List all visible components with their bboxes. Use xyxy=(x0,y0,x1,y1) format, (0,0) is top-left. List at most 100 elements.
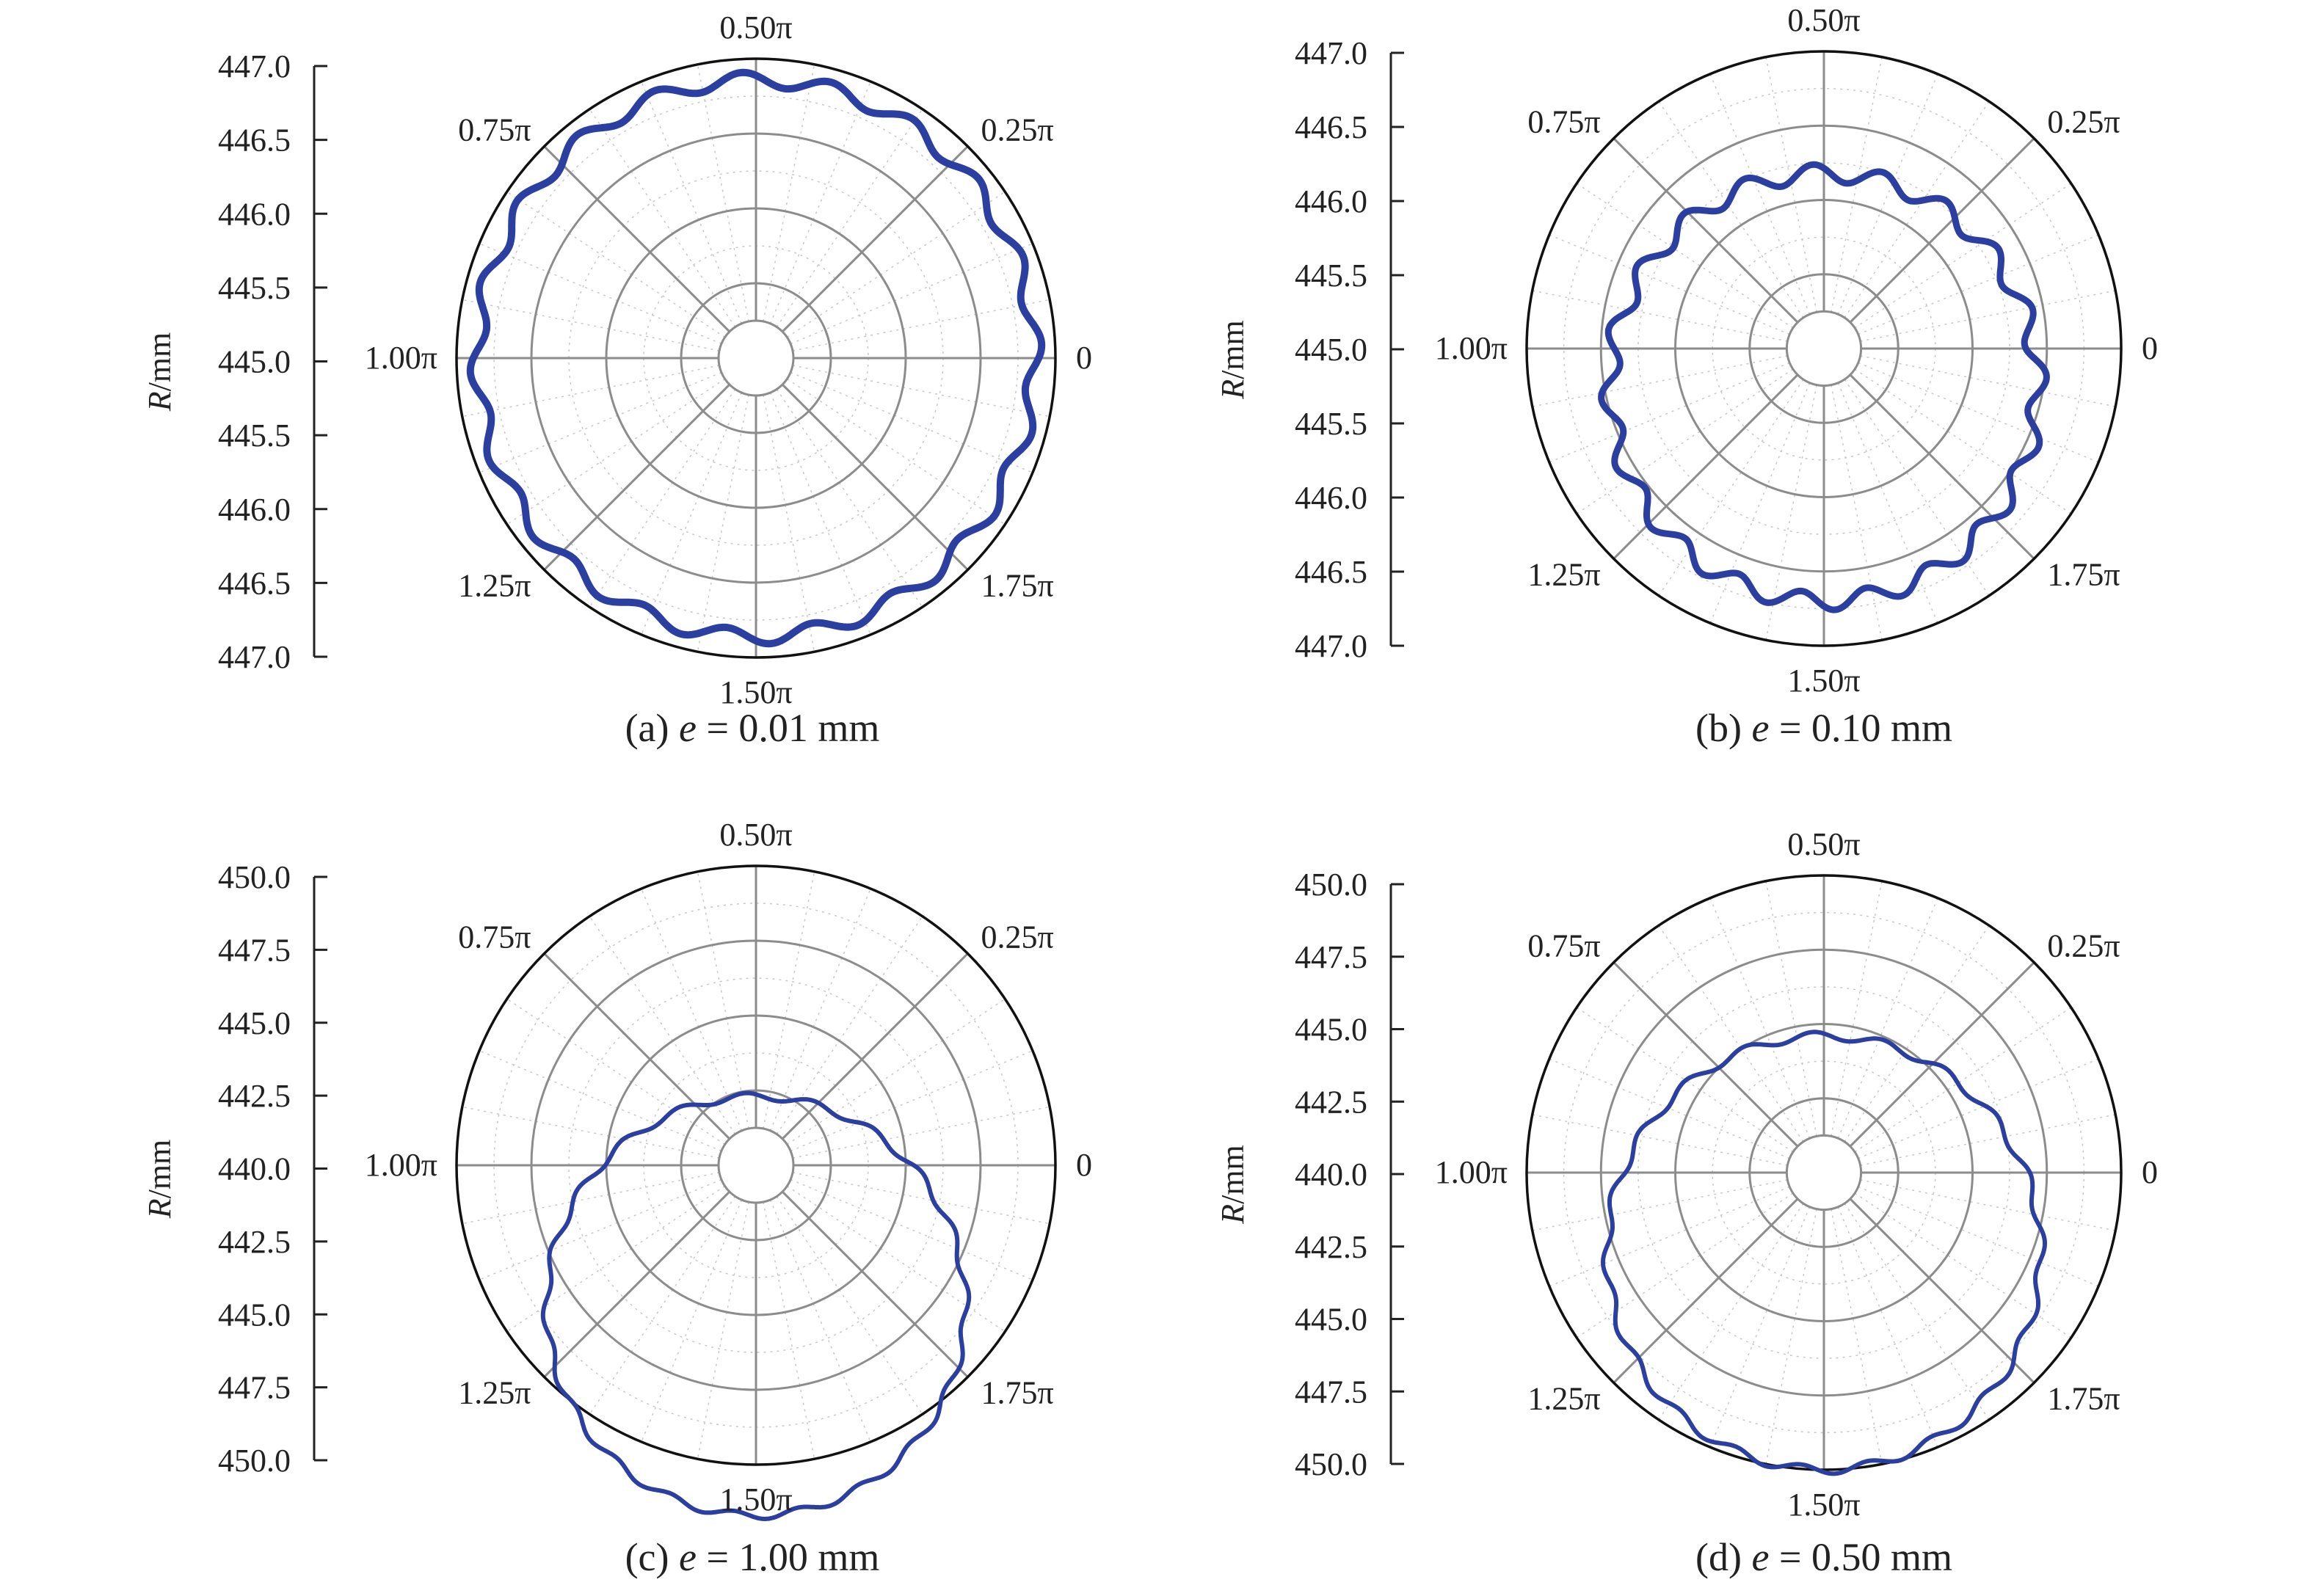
radial-tick-label: 446.5 xyxy=(218,123,291,158)
minor-grid-spoke xyxy=(769,392,871,635)
radial-tick-label: 447.5 xyxy=(1295,939,1367,975)
angle-tick-label: 1.50π xyxy=(719,674,792,710)
y-axis-label: R/mm xyxy=(1215,320,1251,400)
radial-tick-label: 445.0 xyxy=(1295,1302,1367,1338)
angle-tick-label: 1.25π xyxy=(1527,1380,1600,1416)
angle-tick-label: 0.25π xyxy=(2047,104,2120,140)
major-grid-ring xyxy=(1785,1134,1863,1211)
angle-tick-label: 1.50π xyxy=(1787,1487,1860,1523)
minor-grid-spoke xyxy=(589,109,736,328)
radial-tick-label: 445.5 xyxy=(218,270,291,306)
radial-tick-label: 442.5 xyxy=(1295,1084,1367,1120)
angle-tick-label: 0 xyxy=(2142,330,2158,366)
y-axis-label: R/mm xyxy=(1215,1145,1251,1225)
angle-tick-label: 1.75π xyxy=(2047,1380,2120,1416)
angle-tick-label: 0 xyxy=(1076,340,1092,376)
minor-grid-spoke xyxy=(1837,382,1938,624)
angle-tick-label: 1.25π xyxy=(458,1374,531,1410)
minor-grid-spoke xyxy=(1837,73,1938,315)
caption-value: = 0.10 mm xyxy=(1769,706,1952,750)
major-grid-spoke xyxy=(782,952,969,1140)
angle-tick-label: 0.50π xyxy=(1787,826,1860,862)
caption-variable: e xyxy=(1752,1535,1770,1579)
major-grid-spoke xyxy=(1613,1198,1799,1384)
minor-grid-spoke xyxy=(792,1172,1050,1225)
radial-tick-label: 450.0 xyxy=(1295,867,1367,903)
radial-tick-label: 447.0 xyxy=(1295,35,1367,71)
angle-tick-label: 1.50π xyxy=(1787,663,1860,699)
angle-tick-label: 1.75π xyxy=(2047,556,2120,592)
major-grid-spoke xyxy=(543,952,730,1140)
panel-b: 0 0.25π 0.50π 0.75π 1.00π 1.25π 1.50π 1.75π 447.… xyxy=(1215,2,2158,750)
y-axis-label: R/mm xyxy=(142,332,178,412)
caption-prefix: (b) xyxy=(1695,706,1751,750)
radial-tick-label: 445.0 xyxy=(218,344,291,380)
outer-ring xyxy=(455,57,1057,659)
angle-tick-label: 0.25π xyxy=(2047,928,2120,964)
panel-caption: (a) e = 0.01 mm xyxy=(625,706,880,750)
radial-tick-label: 446.5 xyxy=(218,565,291,601)
minor-grid-spoke xyxy=(763,394,815,652)
minor-grid-spoke xyxy=(462,365,720,418)
minor-grid-spoke xyxy=(776,109,923,328)
outer-ring xyxy=(1525,874,2123,1471)
radial-tick-label: 445.0 xyxy=(1295,1012,1367,1048)
minor-grid-spoke xyxy=(1709,897,1811,1139)
minor-grid-spoke xyxy=(641,81,743,324)
panel-caption: (b) e = 0.10 mm xyxy=(1695,706,1952,750)
radial-tick-label: 446.0 xyxy=(1295,480,1367,516)
y-axis-label-unit: /mm xyxy=(142,1140,178,1199)
major-grid-spoke xyxy=(782,145,969,332)
minor-grid-spoke xyxy=(776,388,923,608)
angle-tick-label: 0 xyxy=(2142,1154,2158,1190)
minor-grid-spoke xyxy=(479,243,722,345)
minor-grid-spoke xyxy=(589,916,736,1135)
minor-grid-spoke xyxy=(1837,897,1938,1139)
radial-tick-label: 447.0 xyxy=(218,639,291,675)
y-axis-label-var: R xyxy=(142,1198,178,1219)
angle-tick-label: 0.50π xyxy=(1787,2,1860,38)
minor-grid-spoke xyxy=(1854,1007,2072,1153)
panel-c: 0 0.25π 0.50π 0.75π 1.00π 1.25π 1.50π 1.75π 450.… xyxy=(142,817,1092,1579)
caption-value: = 0.01 mm xyxy=(697,706,879,750)
angle-tick-label: 0.75π xyxy=(1527,104,1600,140)
angle-tick-label: 1.00π xyxy=(365,340,437,376)
data-curve xyxy=(1601,1030,2047,1476)
minor-grid-spoke xyxy=(462,1172,720,1225)
minor-grid-spoke xyxy=(786,378,1006,525)
panel-d: 0 0.25π 0.50π 0.75π 1.00π 1.25π 1.50π 1.75π 450.… xyxy=(1215,826,2158,1579)
caption-value: = 1.00 mm xyxy=(697,1535,879,1579)
outer-ring xyxy=(1525,50,2123,647)
angle-tick-label: 0.50π xyxy=(719,817,792,853)
panel-caption: (d) e = 0.50 mm xyxy=(1695,1535,1952,1579)
caption-value: = 0.50 mm xyxy=(1769,1535,1952,1579)
angle-tick-label: 1.00π xyxy=(1435,1154,1508,1190)
caption-variable: e xyxy=(679,706,697,750)
minor-grid-spoke xyxy=(479,371,722,473)
minor-grid-spoke xyxy=(479,1178,722,1280)
major-grid-spoke xyxy=(782,384,969,571)
minor-grid-spoke xyxy=(1658,925,1804,1143)
angle-tick-label: 1.00π xyxy=(1435,330,1508,366)
y-axis-label-unit: /mm xyxy=(1215,1145,1251,1204)
minor-grid-spoke xyxy=(1837,1206,1938,1448)
outer-ring xyxy=(455,864,1057,1466)
minor-grid-spoke xyxy=(1854,183,2072,329)
minor-grid-spoke xyxy=(1858,362,2099,463)
minor-grid-spoke xyxy=(786,191,1006,338)
minor-grid-spoke xyxy=(786,998,1006,1145)
minor-grid-spoke xyxy=(697,871,749,1129)
minor-grid-spoke xyxy=(641,392,743,635)
y-axis-label-unit: /mm xyxy=(1215,320,1251,379)
y-axis-label: R/mm xyxy=(142,1140,178,1220)
angle-tick-label: 1.00π xyxy=(365,1147,437,1183)
radial-tick-label: 446.0 xyxy=(218,196,291,232)
angle-tick-label: 1.25π xyxy=(1527,556,1600,592)
angle-tick-label: 1.50π xyxy=(719,1482,792,1517)
minor-grid-spoke xyxy=(1858,1186,2099,1287)
minor-grid-spoke xyxy=(763,871,815,1129)
minor-grid-spoke xyxy=(1576,183,1794,329)
minor-grid-spoke xyxy=(1658,379,1804,597)
minor-grid-spoke xyxy=(462,1106,720,1159)
